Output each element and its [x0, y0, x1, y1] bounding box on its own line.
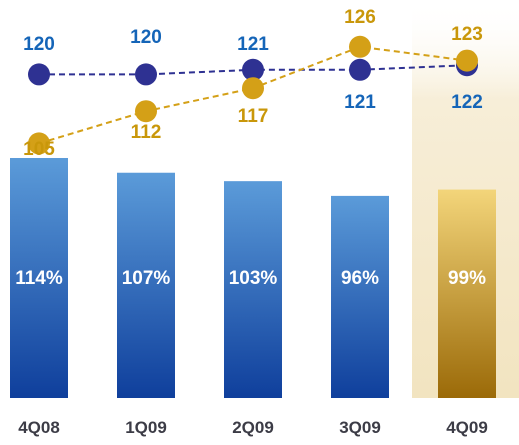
point-label-series-1-1Q09: 120 [130, 27, 162, 48]
bar-label-4Q09: 99% [448, 268, 486, 289]
point-series-2-3Q09 [349, 35, 371, 58]
point-label-series-1-2Q09: 121 [237, 34, 269, 55]
bar-2Q09 [224, 181, 282, 398]
point-series-1-1Q09 [135, 63, 157, 86]
point-series-2-4Q09 [456, 49, 478, 72]
point-label-series-1-3Q09: 121 [344, 92, 376, 113]
x-tick-label: 1Q09 [125, 418, 167, 437]
bar-label-4Q08: 114% [15, 268, 63, 289]
point-series-2-1Q09 [135, 100, 157, 123]
point-label-series-2-1Q09: 112 [131, 122, 162, 143]
point-label-series-1-4Q09: 122 [451, 92, 483, 113]
point-series-1-3Q09 [349, 58, 371, 81]
bar-label-2Q09: 103% [229, 268, 278, 289]
bar-4Q08 [10, 157, 68, 398]
point-series-1-2Q09 [242, 58, 264, 81]
point-label-series-2-4Q09: 123 [451, 24, 483, 45]
point-series-2-2Q09 [242, 77, 264, 100]
point-label-series-1-4Q08: 120 [23, 34, 55, 55]
bar-1Q09 [117, 172, 175, 398]
bar-label-1Q09: 107% [122, 268, 171, 289]
point-label-series-2-2Q09: 117 [238, 106, 269, 127]
bar-3Q09 [331, 195, 389, 398]
point-label-series-2-3Q09: 126 [344, 7, 376, 28]
bar-label-3Q09: 96% [341, 268, 379, 289]
point-label-series-2-4Q08: 105 [23, 139, 55, 160]
point-series-2-4Q08 [28, 132, 50, 155]
bar-4Q09 [438, 189, 496, 398]
point-series-1-4Q08 [28, 63, 50, 86]
x-tick-label: 4Q08 [18, 418, 60, 437]
x-tick-label: 3Q09 [339, 418, 381, 437]
x-tick-label: 2Q09 [232, 418, 274, 437]
x-tick-label: 4Q09 [446, 418, 488, 437]
